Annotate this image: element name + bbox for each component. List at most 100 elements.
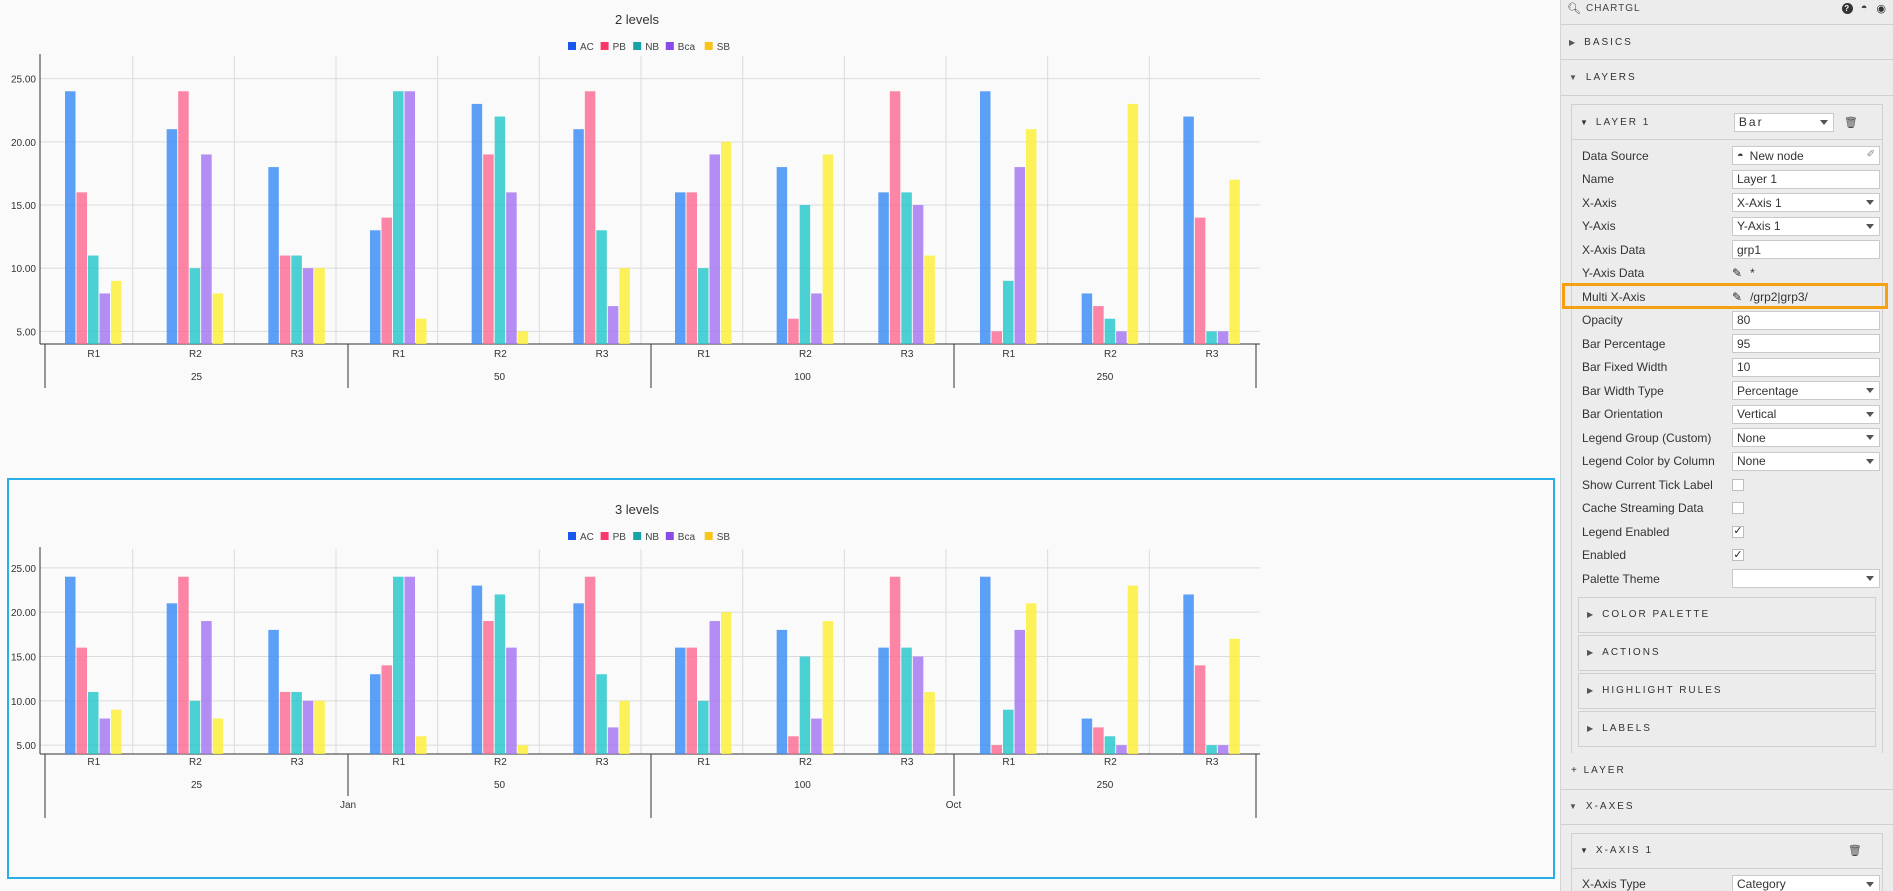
chart1-bar-bca-6[interactable] (709, 154, 721, 344)
chart2-bar-nb-7[interactable] (799, 656, 811, 755)
pencil-icon[interactable]: ✎ (1732, 289, 1743, 304)
chart2-bar-pb-11[interactable] (1194, 665, 1206, 754)
add-layer-button[interactable]: + LAYER (1561, 753, 1893, 789)
chart2-bar-pb-2[interactable] (279, 691, 291, 754)
search-icon[interactable]: 🔍︎ (1567, 2, 1582, 15)
pencil-icon[interactable]: ✎ (1732, 266, 1743, 281)
chart1-bar-ac-0[interactable] (65, 91, 76, 344)
chart1-bar-sb-11[interactable] (1229, 179, 1240, 344)
chart2-bar-nb-4[interactable] (494, 594, 506, 754)
chart2-bar-bca-1[interactable] (201, 621, 212, 754)
chart2-bar-sb-4[interactable] (517, 745, 529, 754)
subsection-color-palette[interactable]: ▶ COLOR PALETTE (1578, 596, 1876, 633)
chart2-bar-sb-3[interactable] (416, 736, 427, 754)
chart2-bar-sb-9[interactable] (1026, 603, 1037, 754)
chart2-bar-ac-10[interactable] (1081, 718, 1093, 754)
input-x-axis-data[interactable]: grp1 (1732, 240, 1880, 260)
input-bar-fixed-width[interactable]: 10 (1732, 357, 1880, 377)
chart2-bar-ac-9[interactable] (980, 576, 991, 754)
chart2-bar-pb-0[interactable] (76, 647, 88, 754)
chart2-bar-nb-2[interactable] (291, 691, 302, 754)
chart1-bar-sb-2[interactable] (314, 268, 325, 344)
chart2-bar-pb-10[interactable] (1093, 727, 1104, 754)
chart1-bar-sb-9[interactable] (1026, 129, 1037, 344)
input-name[interactable]: Layer 1 (1732, 169, 1880, 189)
chart2-bar-bca-3[interactable] (404, 576, 416, 754)
section-basics[interactable]: ▶ BASICS (1561, 24, 1893, 60)
chart2-bar-nb-10[interactable] (1104, 736, 1116, 754)
subsection-header-actions[interactable]: ▶ ACTIONS (1579, 636, 1875, 670)
expression-field-multi-x-axis[interactable]: ✎ /grp2|grp3/ (1732, 287, 1880, 306)
chart2-bar-ac-8[interactable] (878, 647, 889, 754)
chart1-bar-bca-9[interactable] (1014, 167, 1026, 344)
trash-icon[interactable]: 🗑︎ (1847, 845, 1864, 857)
chart2-bar-sb-1[interactable] (212, 718, 224, 754)
expression-field-y-axis-data[interactable]: ✎ * (1732, 264, 1880, 283)
chart2-bar-bca-11[interactable] (1217, 745, 1229, 754)
chart1-bar-pb-1[interactable] (178, 91, 189, 344)
chart2-bar-ac-4[interactable] (471, 585, 483, 754)
x-axis-1-header[interactable]: ▼ X-AXIS 1 🗑︎ (1572, 832, 1882, 869)
chart2-bar-nb-11[interactable] (1206, 745, 1217, 754)
chart1-bar-nb-10[interactable] (1104, 318, 1116, 344)
chart1-bar-pb-11[interactable] (1194, 217, 1206, 344)
chart1-bar-nb-2[interactable] (291, 255, 302, 344)
select-x-axis-type[interactable]: Category (1732, 874, 1880, 891)
chart1-bar-pb-4[interactable] (483, 154, 494, 344)
section-x-axes[interactable]: ▼ X-AXES (1561, 788, 1893, 825)
chart2-bar-pb-3[interactable] (381, 665, 393, 754)
chart2-bar-nb-8[interactable] (901, 647, 912, 754)
database-icon[interactable]: ◓ (1860, 2, 1869, 14)
chart1-bar-ac-5[interactable] (573, 129, 584, 344)
chart1-bar-bca-8[interactable] (912, 205, 924, 344)
layer-1-header[interactable]: ▼ LAYER 1 Bar 🗑︎ (1572, 104, 1882, 140)
chart1-bar-nb-3[interactable] (393, 91, 404, 344)
chart1-bar-sb-8[interactable] (924, 255, 935, 344)
subsection-highlight-rules[interactable]: ▶ HIGHLIGHT RULES (1578, 672, 1876, 709)
subsection-actions[interactable]: ▶ ACTIONS (1578, 634, 1876, 671)
chart1-bar-bca-2[interactable] (302, 268, 314, 344)
chart2-bar-pb-4[interactable] (483, 621, 494, 754)
chart2-bar-pb-8[interactable] (889, 576, 901, 754)
chart1-bar-pb-2[interactable] (279, 255, 291, 344)
chart2-bar-pb-7[interactable] (788, 736, 799, 754)
chart2-bar-nb-6[interactable] (698, 700, 709, 754)
select-legend-color-by-column[interactable]: None (1732, 451, 1880, 471)
chart1-bar-bca-4[interactable] (506, 192, 517, 344)
chart2-bar-bca-4[interactable] (506, 647, 517, 754)
chart2-bar-sb-5[interactable] (619, 700, 630, 754)
subsection-header-labels[interactable]: ▶ LABELS (1579, 712, 1875, 746)
chart2-bar-bca-9[interactable] (1014, 629, 1026, 754)
chart2-bar-ac-7[interactable] (776, 629, 788, 754)
chart2-bar-pb-9[interactable] (991, 745, 1003, 754)
chart2-bar-pb-6[interactable] (686, 647, 698, 754)
chart1-bar-sb-10[interactable] (1127, 103, 1139, 344)
chart1-bar-bca-5[interactable] (607, 306, 619, 344)
chart1-bar-bca-7[interactable] (811, 293, 822, 344)
chart2-bar-ac-5[interactable] (573, 603, 584, 754)
eraser-icon[interactable]: ✐ (1866, 149, 1875, 161)
chart2-bar-sb-2[interactable] (314, 700, 325, 754)
chart1-bar-sb-3[interactable] (416, 318, 427, 344)
chart2-bar-nb-0[interactable] (88, 691, 99, 754)
chart1-bar-bca-11[interactable] (1217, 331, 1229, 344)
chart1-bar-nb-6[interactable] (698, 268, 709, 344)
select-x-axis[interactable]: X-Axis 1 (1732, 193, 1880, 213)
chart2-bar-bca-8[interactable] (912, 656, 924, 755)
chart1-bar-ac-2[interactable] (268, 167, 279, 344)
section-layers[interactable]: ▼ LAYERS (1561, 60, 1893, 96)
chart1-bar-ac-11[interactable] (1183, 116, 1194, 344)
chart2-bar-ac-1[interactable] (166, 603, 178, 754)
select-bar-orientation[interactable]: Vertical (1732, 404, 1880, 424)
chart2-bar-bca-5[interactable] (607, 727, 619, 754)
chart1-bar-nb-9[interactable] (1003, 280, 1014, 344)
input-data-source[interactable]: ◓ New node ✐ (1732, 146, 1880, 166)
chart2-bar-sb-6[interactable] (721, 612, 732, 754)
chart2-bar-sb-10[interactable] (1127, 585, 1139, 754)
chart2-bar-sb-8[interactable] (924, 691, 935, 754)
chart1-bar-ac-6[interactable] (675, 192, 686, 344)
chart2-bar-ac-6[interactable] (675, 647, 686, 754)
help-icon[interactable]: ? (1841, 2, 1853, 14)
chart2-bar-bca-2[interactable] (302, 700, 314, 754)
chart2-bar-bca-0[interactable] (99, 718, 111, 754)
